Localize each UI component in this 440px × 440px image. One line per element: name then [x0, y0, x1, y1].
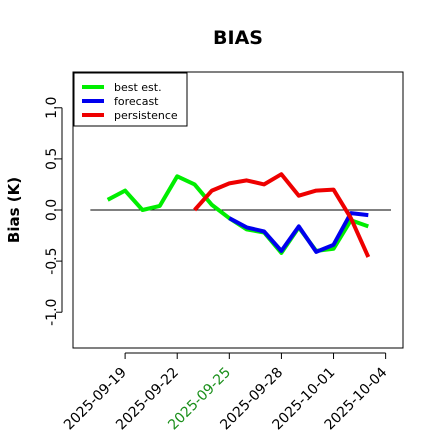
y-tick-label: -0.5: [44, 247, 60, 274]
series-line-best-est: [106, 174, 369, 255]
y-tick-label: 0.0: [44, 199, 60, 221]
series-line-persistence: [193, 172, 371, 258]
y-axis-label: Bias (K): [5, 177, 23, 243]
series-line-forecast: [228, 211, 369, 254]
chart-title: BIAS: [213, 27, 263, 49]
plot-frame: [72, 71, 404, 349]
y-tick-label: 1.0: [44, 97, 60, 119]
y-tick-label: -1.0: [44, 299, 60, 326]
legend-label: persistence: [114, 109, 178, 122]
legend-label: best est.: [114, 81, 162, 94]
y-tick-label: 0.5: [44, 148, 60, 170]
legend-label: forecast: [114, 95, 159, 108]
